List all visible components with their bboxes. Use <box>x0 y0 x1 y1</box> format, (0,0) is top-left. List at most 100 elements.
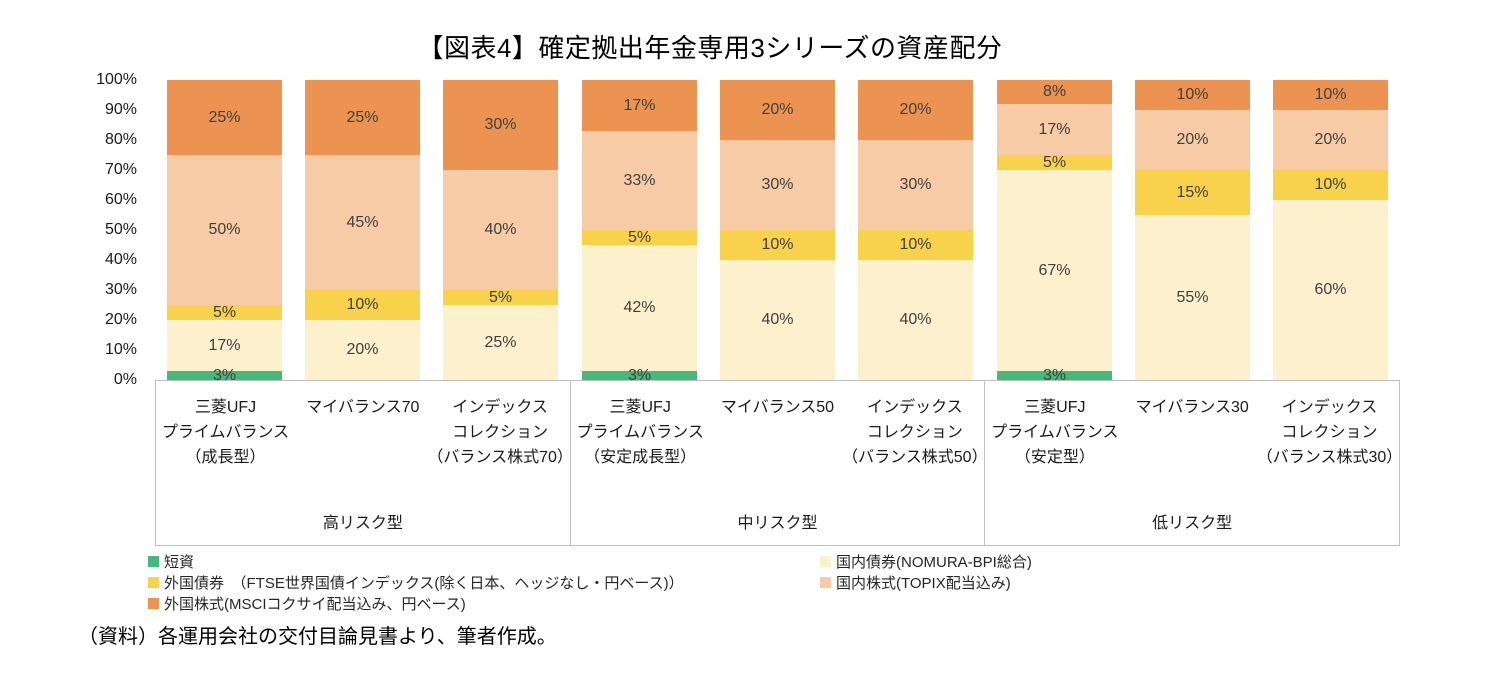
segment-value-label: 60% <box>1314 281 1347 298</box>
chart-title: 【図表4】確定拠出年金専用3シリーズの資産配分 <box>417 33 1003 63</box>
bar-segment-gaikoku_kabushiki: 20% <box>720 80 835 140</box>
segment-value-label: 25% <box>484 333 517 351</box>
legend-col-right: 国内債券(NOMURA-BPI総合) 国内株式(TOPIX配当込み) <box>820 551 1032 593</box>
y-axis: 100% 90% 80% 70% 60% 50% 40% 30% 20% 10% 0% <box>50 71 145 388</box>
risk-group-label: 高リスク型 <box>322 515 403 532</box>
y-tick-label: 100% <box>96 71 137 88</box>
segment-value-label: 15% <box>1176 183 1209 201</box>
y-tick-label: 70% <box>104 161 137 178</box>
segment-value-label: 40% <box>899 311 932 328</box>
y-tick-label: 20% <box>104 311 137 328</box>
segment-value-label: 30% <box>761 176 794 193</box>
stacked-bar: 25% 5% 40% 30% <box>443 80 558 380</box>
segment-value-label: 67% <box>1038 261 1071 279</box>
segment-value-label: 20% <box>1176 131 1209 148</box>
bar-segment-gaikoku_saiken: 5% <box>443 288 558 306</box>
segment-value-label: 10% <box>761 236 794 253</box>
legend-item: 短資 <box>148 551 684 572</box>
bar-segment-gaikoku_saiken: 10% <box>305 290 420 320</box>
bar-segment-kokunai_kabushiki: 40% <box>443 170 558 290</box>
segment-value-label: 17% <box>208 336 241 354</box>
segment-value-label: 20% <box>899 101 932 118</box>
segment-value-label: 42% <box>623 299 656 316</box>
bar-segment-gaikoku_kabushiki: 17% <box>582 80 697 131</box>
bar-segment-kokunai_saiken: 60% <box>1273 200 1388 380</box>
bar-segment-gaikoku_kabushiki: 25% <box>305 80 420 155</box>
segment-value-label: 10% <box>346 296 379 313</box>
segment-value-label: 10% <box>1314 176 1347 193</box>
legend-label: 国内株式(TOPIX配当込み) <box>836 575 1011 592</box>
legend-swatch <box>148 556 159 567</box>
segment-value-label: 20% <box>761 101 794 118</box>
category-labels: 三菱UFJ プライムバランス （安定型） マイバランス30 インデックス コレクション （バ… <box>985 381 1402 470</box>
bar-segment-gaikoku_saiken: 5% <box>167 304 282 320</box>
category-label: 三菱UFJ プライムバランス （安定成長型） <box>576 399 704 466</box>
segment-value-label: 17% <box>623 96 656 114</box>
bar-segment-tanshi: 3% <box>997 367 1112 383</box>
bar-segment-gaikoku_kabushiki: 10% <box>1135 80 1250 110</box>
segment-value-label: 50% <box>208 221 241 238</box>
segment-value-label: 17% <box>1038 120 1071 138</box>
legend-swatch <box>820 556 831 567</box>
stacked-bar: 60% 10% 20% 10% <box>1273 80 1388 380</box>
bar-segment-gaikoku_kabushiki: 8% <box>997 80 1112 104</box>
bar-segment-gaikoku_kabushiki: 10% <box>1273 80 1388 110</box>
bar-segment-kokunai_saiken: 25% <box>443 305 558 380</box>
y-tick-label: 0% <box>113 371 137 388</box>
y-tick-label: 30% <box>104 281 137 298</box>
bar-segment-kokunai_saiken: 55% <box>1135 215 1250 380</box>
bar-segment-kokunai_kabushiki: 45% <box>305 155 420 290</box>
segment-value-label: 3% <box>1042 366 1067 384</box>
segment-value-label: 8% <box>1042 83 1067 100</box>
category-group: 三菱UFJ プライムバランス （成長型） マイバランス70 インデックス コレクション （バ… <box>155 381 573 545</box>
legend-item: 外国株式(MSCIコクサイ配当込み、円ベース) <box>148 593 684 614</box>
bar-segment-kokunai_saiken: 67% <box>997 170 1112 371</box>
category-axis: 三菱UFJ プライムバランス （成長型） マイバランス70 インデックス コレクション （バ… <box>155 381 1402 546</box>
y-tick-label: 60% <box>104 191 137 208</box>
segment-value-label: 3% <box>627 366 652 384</box>
bar-segment-gaikoku_saiken: 10% <box>1273 170 1388 200</box>
segment-value-label: 20% <box>346 341 379 358</box>
bar-segment-kokunai_kabushiki: 17% <box>997 104 1112 155</box>
segment-value-label: 55% <box>1176 288 1209 306</box>
bar-segment-kokunai_kabushiki: 20% <box>1135 110 1250 170</box>
bar-group: 3% 17% 5% 50% 25% 20% 10% 45% 25% 25% 5% 40% 30% <box>155 80 570 383</box>
category-label: インデックス コレクション （バランス株式50） <box>842 399 988 466</box>
bar-segment-kokunai_kabushiki: 33% <box>582 131 697 230</box>
category-group: 三菱UFJ プライムバランス （安定成長型） マイバランス50 インデックス コレクション… <box>571 381 988 545</box>
category-label: マイバランス50 <box>720 399 835 416</box>
category-labels: 三菱UFJ プライムバランス （安定成長型） マイバランス50 インデックス コレクション… <box>571 381 988 470</box>
segment-value-label: 25% <box>208 108 241 126</box>
stacked-bar: 40% 10% 30% 20% <box>858 80 973 380</box>
category-label: 三菱UFJ プライムバランス （安定型） <box>991 399 1119 466</box>
bar-segment-kokunai_saiken: 40% <box>858 260 973 380</box>
bar-segment-kokunai_saiken: 20% <box>305 320 420 380</box>
category-group: 三菱UFJ プライムバランス （安定型） マイバランス30 インデックス コレクション （バ… <box>985 381 1402 545</box>
bar-segment-kokunai_kabushiki: 50% <box>167 155 282 305</box>
bar-segment-gaikoku_saiken: 15% <box>1135 170 1250 215</box>
segment-value-label: 20% <box>1314 131 1347 148</box>
bar-segment-gaikoku_saiken: 10% <box>858 230 973 260</box>
bar-segment-gaikoku_saiken: 5% <box>997 154 1112 170</box>
segment-value-label: 30% <box>484 116 517 133</box>
y-tick-label: 80% <box>104 131 137 148</box>
category-label: 三菱UFJ プライムバランス （成長型） <box>161 399 290 466</box>
source-note: （資料）各運用会社の交付目論見書より、筆者作成。 <box>78 626 557 648</box>
segment-value-label: 3% <box>212 366 237 384</box>
legend-item: 外国債券 （FTSE世界国債インデックス(除く日本、ヘッジなし・円ベース)） <box>148 572 684 593</box>
legend-label: 国内債券(NOMURA-BPI総合) <box>836 554 1032 571</box>
bar-segment-kokunai_kabushiki: 30% <box>720 140 835 230</box>
bar-segment-kokunai_saiken: 42% <box>582 245 697 371</box>
bar-segment-tanshi: 3% <box>582 367 697 383</box>
stacked-bar: 20% 10% 45% 25% <box>305 80 420 380</box>
legend-label: 短資 <box>164 554 195 571</box>
category-labels: 三菱UFJ プライムバランス （成長型） マイバランス70 インデックス コレクション （バ… <box>156 381 573 470</box>
legend-label: 外国債券 （FTSE世界国債インデックス(除く日本、ヘッジなし・円ベース)） <box>164 575 684 592</box>
segment-value-label: 5% <box>488 288 513 306</box>
stacked-bar: 3% 17% 5% 50% 25% <box>167 80 282 383</box>
bar-segment-kokunai_kabushiki: 30% <box>858 140 973 230</box>
risk-group-label: 低リスク型 <box>1152 515 1233 532</box>
segment-value-label: 45% <box>346 213 379 231</box>
bar-segment-gaikoku_saiken: 5% <box>582 229 697 245</box>
